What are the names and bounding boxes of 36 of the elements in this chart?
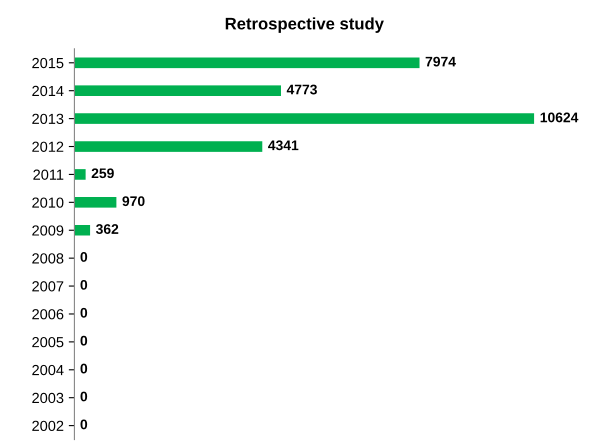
bar (74, 57, 420, 68)
data-label: 0 (80, 364, 88, 374)
y-tick-label: 2011 (33, 170, 64, 180)
y-tick-label: 2015 (32, 58, 64, 68)
bar (74, 224, 90, 236)
data-label: 0 (80, 280, 88, 290)
bar (74, 197, 116, 208)
data-label: 7974 (426, 56, 456, 67)
bar (74, 169, 86, 180)
y-tick-label: 2005 (32, 336, 64, 348)
y-tick-label: 2013 (32, 114, 64, 124)
data-label: 362 (96, 224, 118, 234)
y-tick-label: 2014 (32, 86, 64, 96)
data-label: 4341 (268, 140, 298, 150)
y-tick-label: 2002 (32, 420, 64, 432)
y-tick-label: 2012 (32, 142, 64, 152)
y-tick-label: 2004 (32, 364, 64, 376)
data-label: 0 (80, 252, 88, 262)
data-label: 970 (122, 196, 145, 206)
data-label: 0 (80, 336, 88, 346)
data-label: 0 (80, 420, 88, 430)
bar (74, 113, 534, 124)
chart-title: Retrospective study (226, 17, 384, 33)
y-tick-label: 2003 (32, 392, 64, 404)
y-tick-label: 2009 (32, 225, 64, 236)
data-label: 259 (92, 168, 114, 178)
bar (74, 85, 281, 96)
y-tick-label: 2006 (32, 309, 64, 320)
data-label: 0 (80, 308, 88, 318)
data-label: 4773 (286, 84, 317, 94)
y-tick-label: 2010 (32, 197, 64, 208)
data-label: 0 (80, 392, 88, 402)
data-label: 10624 (540, 112, 578, 122)
bar (74, 141, 262, 152)
y-tick-label: 2008 (32, 253, 64, 264)
y-tick-label: 2007 (32, 281, 64, 292)
